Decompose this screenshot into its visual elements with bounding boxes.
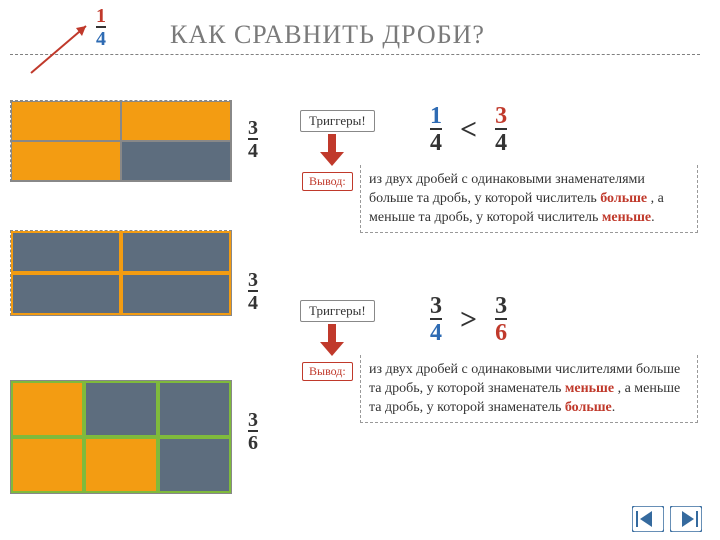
grid-cell bbox=[121, 273, 231, 315]
title-underline bbox=[10, 54, 700, 55]
rule-text-2: из двух дробей с одинаковыми числителями… bbox=[360, 355, 698, 423]
grid-cell bbox=[121, 231, 231, 273]
grid-cell bbox=[11, 437, 84, 493]
grid-cell bbox=[11, 273, 121, 315]
grid-cell bbox=[121, 101, 231, 141]
grid-cell bbox=[11, 141, 121, 181]
greater-than-icon: > bbox=[460, 303, 477, 337]
fraction-grid-3-4-filled bbox=[10, 100, 232, 182]
grid1-fraction-label: 3 4 bbox=[248, 118, 258, 161]
arrow-down-icon bbox=[320, 324, 344, 358]
comparison-1: 1 4 < 3 4 bbox=[430, 104, 507, 155]
grid-cell bbox=[121, 141, 231, 181]
grid-cell bbox=[158, 381, 231, 437]
prev-button[interactable] bbox=[632, 506, 664, 532]
grid-cell bbox=[84, 381, 157, 437]
grid3-fraction-label: 3 6 bbox=[248, 410, 258, 453]
grid-cell bbox=[11, 101, 121, 141]
fraction-grid-3-4-empty bbox=[10, 230, 232, 316]
grid2-fraction-label: 3 4 bbox=[248, 270, 258, 313]
grid-cell bbox=[84, 437, 157, 493]
page-title: КАК СРАВНИТЬ ДРОБИ? bbox=[170, 20, 485, 50]
comparison-2: 3 4 > 3 6 bbox=[430, 294, 507, 345]
grid-cell bbox=[158, 437, 231, 493]
conclusion-label-2: Вывод: bbox=[302, 362, 353, 381]
conclusion-label-1: Вывод: bbox=[302, 172, 353, 191]
trigger-label-1: Триггеры! bbox=[300, 110, 375, 132]
less-than-icon: < bbox=[460, 113, 477, 147]
fraction-1-4: 1 4 bbox=[96, 6, 106, 49]
next-button[interactable] bbox=[670, 506, 702, 532]
comp1-right-fraction: 3 4 bbox=[495, 104, 507, 155]
grid-cell bbox=[11, 231, 121, 273]
top-fraction-indicator: 1 4 bbox=[96, 6, 106, 49]
comp2-right-fraction: 3 6 bbox=[495, 294, 507, 345]
arrow-down-icon bbox=[320, 134, 344, 168]
red-arrow-icon bbox=[26, 18, 96, 78]
rule-text-1: из двух дробей с одинаковыми знаменателя… bbox=[360, 165, 698, 233]
grid-cell bbox=[11, 381, 84, 437]
trigger-label-2: Триггеры! bbox=[300, 300, 375, 322]
fraction-grid-3-6 bbox=[10, 380, 232, 494]
comp2-left-fraction: 3 4 bbox=[430, 294, 442, 345]
comp1-left-fraction: 1 4 bbox=[430, 104, 442, 155]
